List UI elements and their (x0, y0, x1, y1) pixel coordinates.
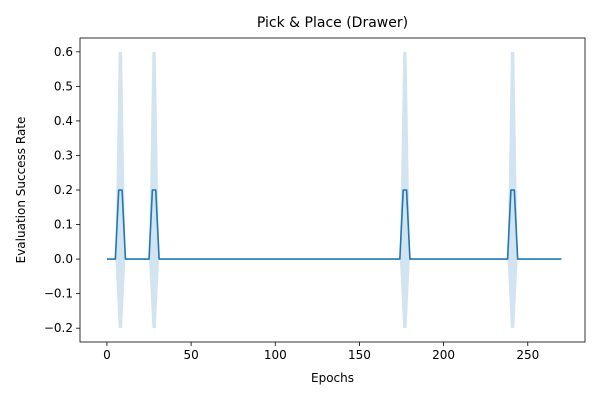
x-tick-label: 150 (348, 348, 371, 362)
axis-ticks: 0 50 100 150 200 250 −0.2 −0.1 0.0 0.1 0.2 0.3 0.4 0.… (44, 45, 539, 362)
chart-title: Pick & Place (Drawer) (257, 15, 408, 31)
x-tick-label: 250 (516, 348, 539, 362)
series-0-band (106, 51, 562, 329)
x-tick-label: 200 (432, 348, 455, 362)
y-tick-label: 0.5 (54, 79, 73, 93)
series-0-line (106, 189, 562, 260)
y-tick-label: 0.4 (54, 114, 73, 128)
plot-area (106, 51, 562, 329)
x-tick-label: 100 (264, 348, 287, 362)
x-tick-label: 0 (103, 348, 111, 362)
y-tick-label: 0.2 (54, 183, 73, 197)
x-axis-label: Epochs (311, 371, 354, 385)
y-tick-label: 0.0 (54, 252, 73, 266)
y-tick-label: 0.1 (54, 218, 73, 232)
y-axis-label: Evaluation Success Rate (14, 117, 28, 264)
y-tick-label: −0.1 (44, 287, 73, 301)
y-tick-label: 0.3 (54, 148, 73, 162)
y-tick-label: 0.6 (54, 45, 73, 59)
y-tick-label: −0.2 (44, 321, 73, 335)
x-tick-label: 50 (183, 348, 198, 362)
